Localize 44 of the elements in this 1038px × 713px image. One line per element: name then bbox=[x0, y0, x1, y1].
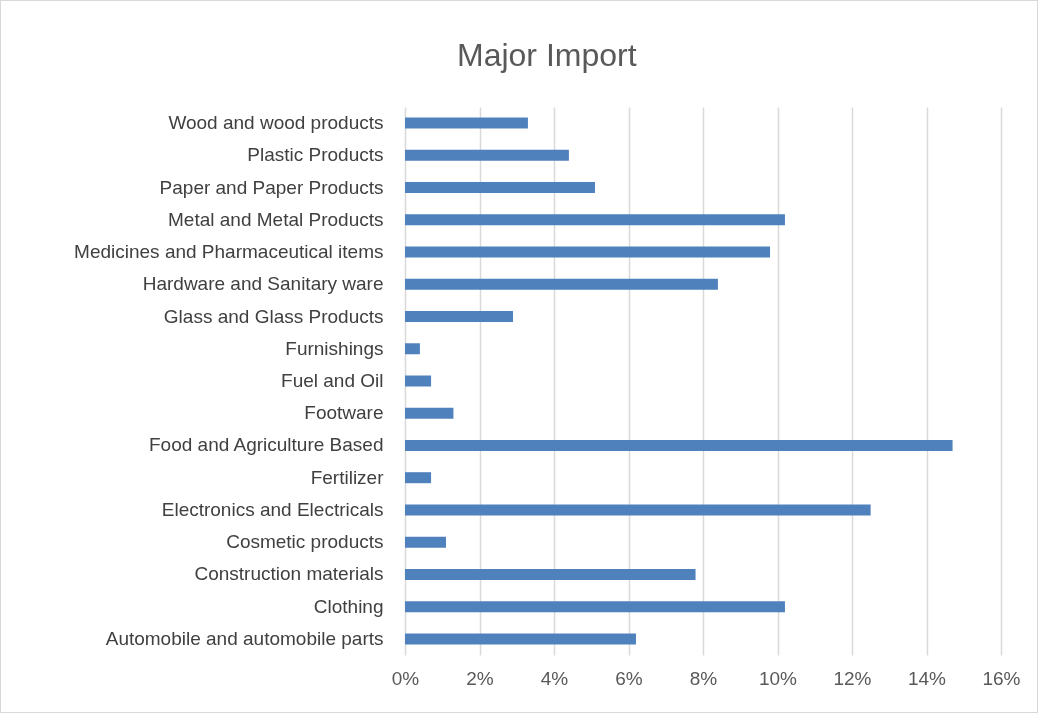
y-tick-label: Plastic Products bbox=[247, 144, 384, 166]
x-tick-label: 8% bbox=[689, 667, 718, 689]
y-tick-label: Clothing bbox=[313, 595, 384, 617]
y-tick-label: Cosmetic products bbox=[226, 531, 384, 553]
y-tick-label: Automobile and automobile parts bbox=[105, 627, 384, 649]
y-tick-label: Medicines and Pharmaceutical items bbox=[74, 241, 384, 263]
bar bbox=[405, 311, 514, 323]
y-tick-label: Metal and Metal Products bbox=[168, 208, 384, 230]
y-tick-label: Food and Agriculture Based bbox=[149, 434, 384, 456]
bar bbox=[405, 504, 871, 516]
y-tick-label: Fertilizer bbox=[310, 466, 385, 488]
x-tick-label: 16% bbox=[982, 667, 1021, 689]
x-tick-label: 0% bbox=[391, 667, 420, 689]
x-tick-label: 4% bbox=[540, 667, 569, 689]
bar bbox=[405, 375, 432, 387]
x-tick-label: 12% bbox=[833, 667, 872, 689]
bar bbox=[405, 246, 771, 258]
bar bbox=[405, 343, 420, 355]
bar bbox=[405, 117, 528, 129]
bar bbox=[405, 278, 718, 290]
bar bbox=[405, 149, 569, 161]
bar bbox=[405, 472, 432, 484]
bar bbox=[405, 633, 636, 645]
x-tick-label: 6% bbox=[615, 667, 643, 689]
y-tick-label: Hardware and Sanitary ware bbox=[142, 273, 384, 295]
bar bbox=[405, 182, 595, 194]
bar bbox=[405, 407, 454, 419]
y-tick-label: Footware bbox=[304, 402, 384, 424]
chart-title: Major Import bbox=[457, 37, 637, 73]
x-tick-label: 10% bbox=[758, 667, 798, 689]
y-tick-label: Electronics and Electricals bbox=[161, 498, 384, 520]
y-tick-label: Furnishings bbox=[285, 337, 384, 359]
x-tick-label: 14% bbox=[907, 667, 947, 689]
y-tick-label: Wood and wood products bbox=[168, 112, 384, 134]
x-tick-label: 2% bbox=[466, 667, 494, 689]
bar bbox=[405, 536, 446, 548]
y-tick-label: Paper and Paper Products bbox=[159, 176, 384, 198]
bar bbox=[405, 568, 696, 580]
y-tick-label: Fuel and Oil bbox=[281, 370, 384, 391]
bar bbox=[405, 439, 953, 451]
bar bbox=[405, 214, 785, 226]
y-tick-label: Glass and Glass Products bbox=[163, 305, 384, 327]
bar bbox=[405, 601, 785, 613]
y-tick-label: Construction materials bbox=[194, 563, 384, 585]
